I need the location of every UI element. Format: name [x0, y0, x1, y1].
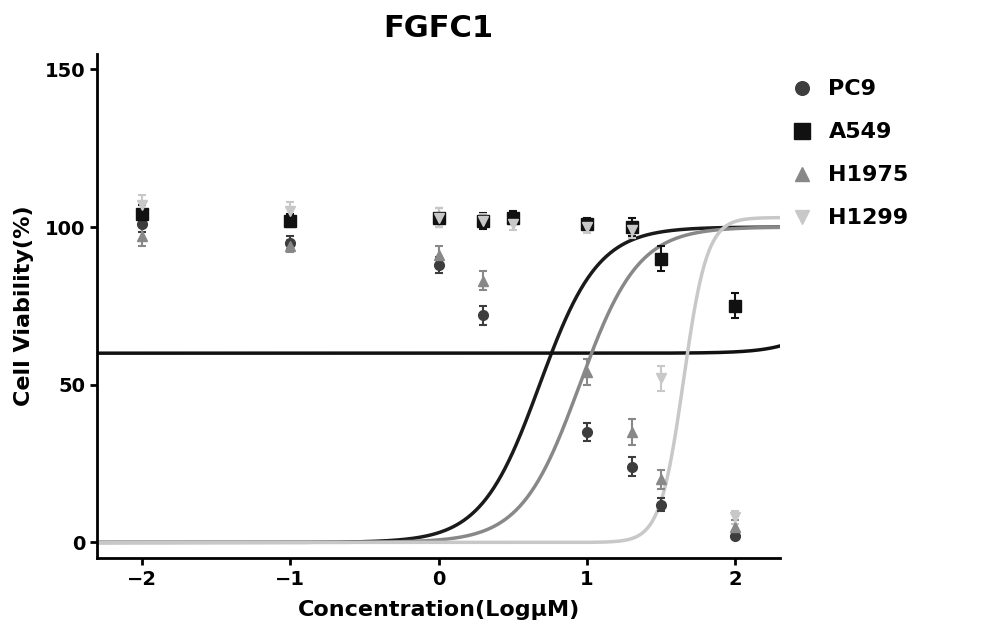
Title: FGFC1: FGFC1	[384, 14, 494, 43]
Legend: PC9, A549, H1975, H1299: PC9, A549, H1975, H1299	[797, 79, 909, 228]
X-axis label: Concentration(LogμM): Concentration(LogμM)	[298, 600, 580, 620]
Y-axis label: Cell Viability(%): Cell Viability(%)	[14, 205, 34, 406]
